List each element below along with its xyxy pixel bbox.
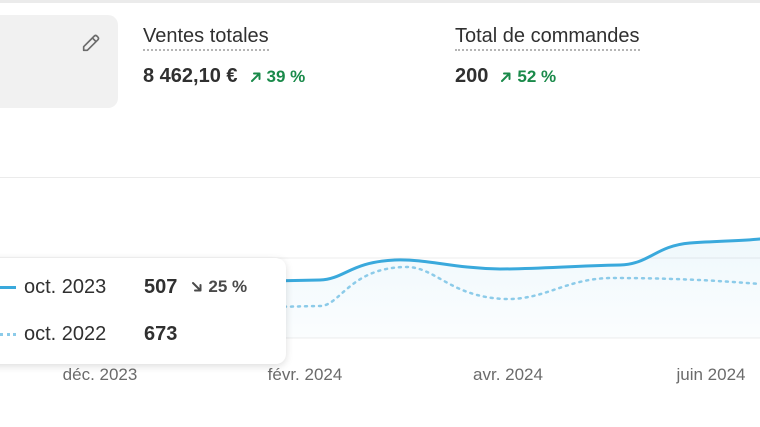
tooltip-change-value: 25 % — [208, 277, 248, 296]
tooltip-change: 25 % — [191, 277, 247, 297]
metric-value: 200 — [455, 65, 489, 87]
x-tick-label: déc. 2023 — [63, 365, 138, 384]
tooltip-value: 507 — [144, 275, 178, 298]
metric-card-placeholder — [0, 15, 118, 108]
tooltip-period: oct. 2022 — [24, 322, 107, 345]
metric-title[interactable]: Total de commandes — [455, 24, 640, 51]
section-divider — [0, 177, 760, 178]
metric-total-sales: Ventes totales 8 462,10 € 39 % — [143, 24, 305, 88]
metric-change-value: 39 % — [266, 66, 306, 86]
metric-change-badge: 39 % — [250, 66, 306, 87]
series-line-oct-2023 — [268, 237, 760, 283]
series-line-oct-2022 — [268, 265, 760, 309]
tooltip-row-current: oct. 2023 507 25 % — [0, 272, 247, 302]
arrow-up-right-icon — [250, 72, 261, 82]
legend-line-dotted — [0, 332, 16, 336]
x-tick-label: févr. 2024 — [268, 365, 343, 384]
arrow-down-right-icon — [192, 282, 202, 292]
metric-title[interactable]: Ventes totales — [143, 24, 269, 51]
pencil-icon — [82, 34, 100, 52]
tooltip-value: 673 — [144, 322, 178, 345]
tooltip-row-previous: oct. 2022 673 — [0, 319, 177, 349]
legend-line-solid — [0, 285, 16, 289]
chart-tooltip: oct. 2023 507 25 % oct. 2022 673 — [0, 258, 286, 364]
x-tick-label: avr. 2024 — [473, 365, 543, 384]
series-area — [270, 239, 760, 338]
metric-change-badge: 52 % — [500, 67, 556, 87]
tooltip-period: oct. 2023 — [24, 275, 107, 298]
top-border — [0, 0, 760, 3]
metric-total-orders: Total de commandes 200 52 % — [455, 24, 640, 88]
x-tick-label: juin 2024 — [675, 365, 745, 384]
metric-change-value: 52 % — [517, 66, 557, 86]
metric-value: 8 462,10 € — [143, 65, 238, 87]
arrow-up-right-icon — [501, 72, 511, 82]
edit-button[interactable] — [76, 30, 106, 56]
